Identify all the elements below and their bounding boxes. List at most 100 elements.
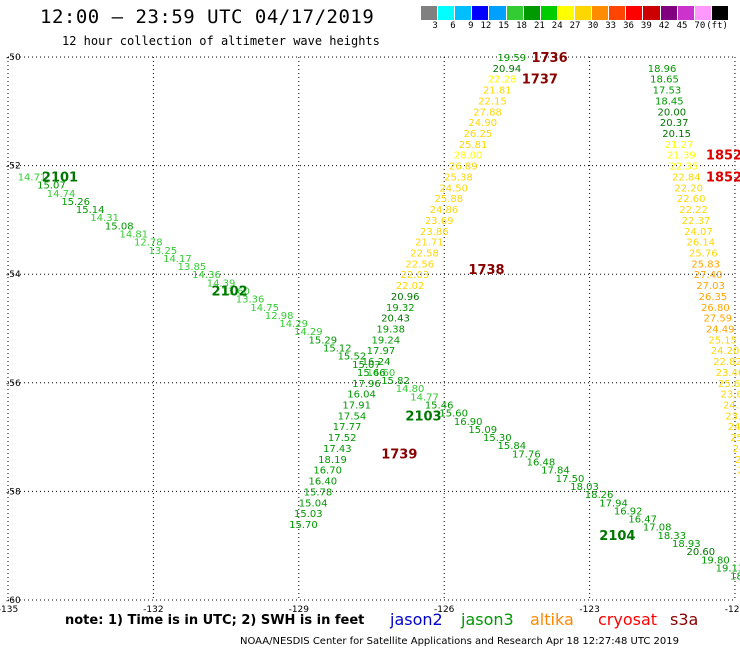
wave-height-value: 17.43 [323,444,352,455]
wave-height-value: 14.29 [294,327,323,338]
wave-height-value: 24.86 [430,205,459,216]
wave-height-value: 15.29 [308,335,337,346]
wave-height-value: 25.88 [435,194,464,205]
lon-tick-label: -126 [434,605,455,615]
scale-swatch [694,6,712,20]
wave-height-value: 23.3 [735,455,740,466]
wave-height-value: 15.52 [338,352,367,363]
scale-label: 42 [658,21,670,31]
wave-height-value: 20.60 [687,547,716,558]
wave-height-value: 23.86 [725,411,740,422]
wave-height-value: 20.94 [493,64,522,75]
wave-height-value: 14.36 [192,270,221,281]
scale-swatch [421,6,439,20]
footer-note: note: 1) Time is in UTC; 2) SWH is in fe… [65,613,365,628]
wave-height-value: 19.32 [386,303,415,314]
wave-height-value: 27.88 [473,107,502,118]
wave-height-value: 16.47 [628,515,657,526]
scale-swatch [574,6,593,20]
wave-height-value: 20.43 [381,314,410,325]
wave-height-value: 17.53 [653,86,682,97]
wave-height-value: 26.35 [699,292,728,303]
wave-height-value: 15.26 [61,197,90,208]
wave-height-value: 25.15 [708,335,737,346]
wave-height-value: 24.17 [728,422,740,433]
wave-height-value: 25.60 [718,379,740,390]
wave-height-value: 22.82 [713,357,740,368]
scale-label: 70 [694,21,706,31]
wave-height-value: 22.20 [674,183,703,194]
scale-swatch [455,6,473,20]
wave-height-value: 24.50 [439,183,468,194]
wave-height-value: 14.39 [207,278,236,289]
scale-swatch [626,6,644,20]
wave-height-value: 21.71 [415,238,444,249]
wave-height-value: 18.03 [570,482,599,493]
satellite-legend-item: jason3 [461,610,514,629]
wave-height-value: 13.25 [149,246,178,257]
wave-height-value: 18.96 [730,572,740,583]
wave-height-value: 15.09 [468,425,497,436]
pass-number-label: 1738 [468,263,504,278]
wave-height-value: 13.60 [221,286,250,297]
wave-height-value: 17.08 [643,523,672,534]
lon-tick-label: -135 [0,605,18,615]
wave-height-value: 21.39 [667,151,696,162]
scale-label: 12 [480,21,492,31]
wave-height-value: 17.54 [338,411,367,422]
scale-label: 45 [676,21,688,31]
wave-height-value: 23.86 [420,227,449,238]
scale-swatch [438,6,456,20]
wave-height-color-scale [421,6,729,20]
wave-height-value: 25.81 [459,140,488,151]
wave-height-value: 17.91 [342,401,371,412]
wave-height-value: 17.77 [333,422,362,433]
scale-label: 18 [516,21,527,31]
wave-height-value: 17.52 [328,433,357,444]
wave-height-value: 14.31 [90,213,119,224]
wave-height-value: 27.59 [703,314,732,325]
pass-number-label: 1852 [706,149,740,164]
wave-height-value: 16.40 [308,477,337,488]
scale-label: 9 [468,21,474,31]
lon-tick-label: -129 [289,605,310,615]
wave-height-value: 18.33 [657,531,686,542]
wave-height-value: 13.36 [236,295,265,306]
wave-height-value: 27.03 [696,281,725,292]
scale-label: 33 [605,21,617,31]
wave-height-value: 27.40 [694,270,723,281]
wave-height-value: 25.76 [689,248,718,259]
wave-height-value: 24.18 [723,401,740,412]
wave-height-value: 18.26 [585,490,614,501]
wave-height-value: 15.70 [289,520,318,531]
wave-height-value: 15.08 [105,221,134,232]
wave-height-value: 24.20 [711,346,740,357]
scale-swatch [643,6,661,20]
wave-height-value: 15.66 [357,368,386,379]
wave-height-value: 16.04 [347,390,376,401]
wave-height-value: 15.30 [483,433,512,444]
wave-height-value: 20.15 [662,129,691,140]
wave-height-scale-labels: 3 6 9 12 15 18 21 24 27 30 33 36 39 42 45 70 (ft) [421,21,729,33]
wave-height-value: 25.83 [691,259,720,270]
page-title: 12:00 – 23:59 UTC 04/17/2019 [40,6,375,28]
scale-swatch [557,6,575,20]
wave-height-value: 18.19 [318,455,347,466]
wave-height-value: 23.69 [425,216,454,227]
wave-height-value: 19.24 [372,335,401,346]
wave-height-value: 22.28 [488,75,517,86]
wave-height-value: 15.82 [381,376,410,387]
pass-number-label: 2101 [42,170,78,185]
wave-height-value: 17.94 [599,498,628,509]
wave-height-value: 23.46 [716,368,740,379]
wave-height-value: 22.56 [405,259,434,270]
wave-height-value: 15.07 [37,181,66,192]
pass-number-label: 1739 [381,447,417,462]
wave-height-value: 22.1 [737,466,740,477]
wave-height-value: 25.41 [730,433,740,444]
satellite-legend-item: altika [530,610,574,629]
lon-tick-label: -132 [143,605,163,615]
scale-swatch [677,6,695,20]
wave-height-value: 20.00 [657,107,686,118]
